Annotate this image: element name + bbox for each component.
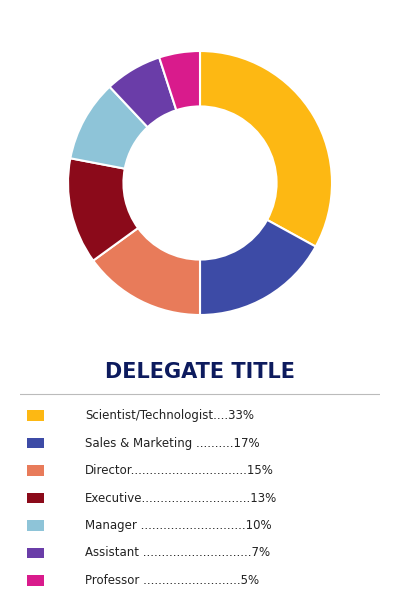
Text: Manager ............................10%: Manager ............................10% bbox=[85, 519, 272, 532]
FancyBboxPatch shape bbox=[27, 575, 44, 586]
FancyBboxPatch shape bbox=[27, 438, 44, 448]
Wedge shape bbox=[70, 87, 148, 169]
FancyBboxPatch shape bbox=[27, 548, 44, 558]
Wedge shape bbox=[68, 158, 138, 260]
FancyBboxPatch shape bbox=[27, 410, 44, 421]
Text: Professor ..........................5%: Professor ..........................5% bbox=[85, 574, 259, 587]
Wedge shape bbox=[200, 220, 316, 315]
Text: Scientist/Technologist....33%: Scientist/Technologist....33% bbox=[85, 409, 254, 422]
Wedge shape bbox=[200, 51, 332, 247]
Text: Director...............................15%: Director...............................1… bbox=[85, 464, 274, 477]
FancyBboxPatch shape bbox=[27, 493, 44, 503]
Text: Executive.............................13%: Executive.............................13… bbox=[85, 491, 277, 505]
Wedge shape bbox=[159, 51, 200, 110]
Text: DELEGATE TITLE: DELEGATE TITLE bbox=[105, 361, 295, 382]
FancyBboxPatch shape bbox=[27, 465, 44, 476]
Text: Sales & Marketing ..........17%: Sales & Marketing ..........17% bbox=[85, 437, 260, 449]
Wedge shape bbox=[110, 58, 176, 127]
FancyBboxPatch shape bbox=[27, 520, 44, 531]
Wedge shape bbox=[93, 228, 200, 315]
Text: Assistant .............................7%: Assistant .............................7… bbox=[85, 547, 270, 559]
